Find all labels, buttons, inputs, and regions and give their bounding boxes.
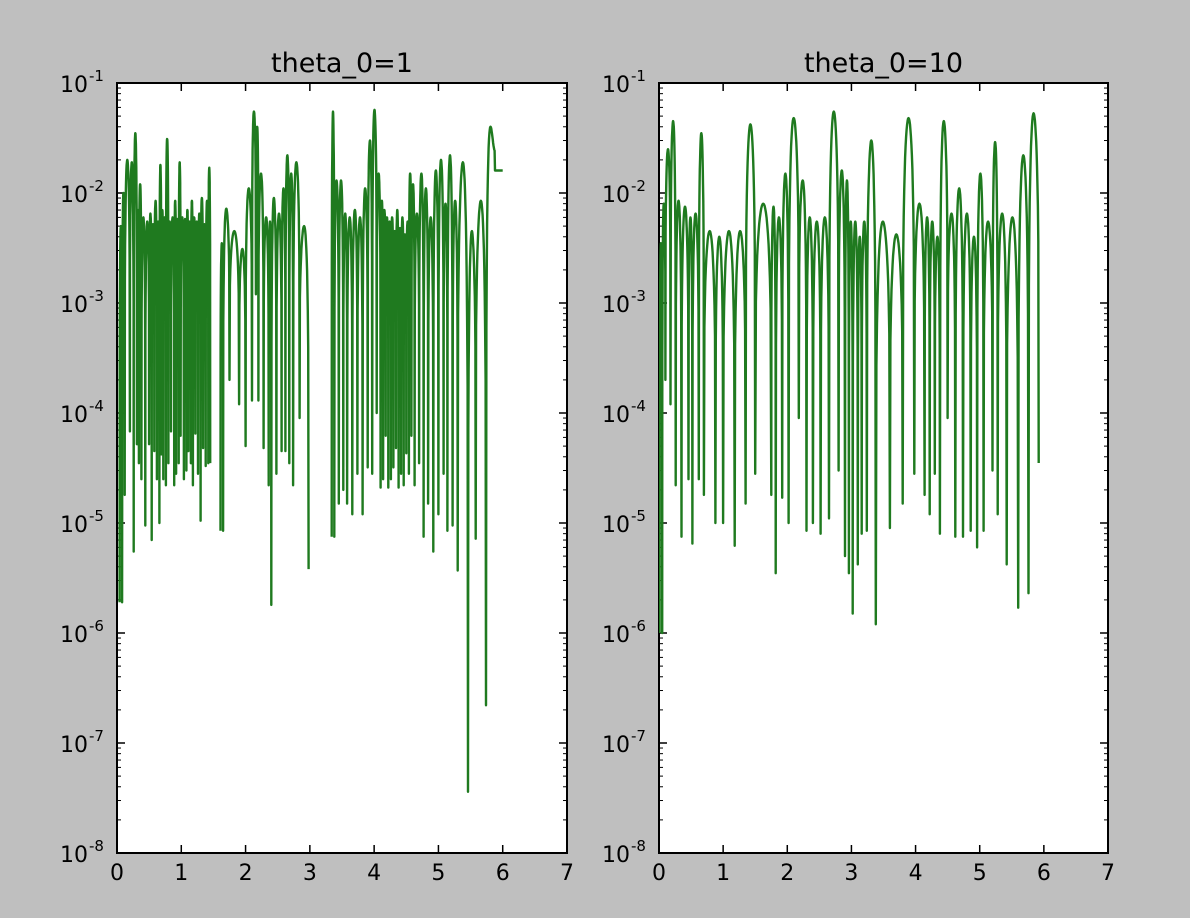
y-tick-exponent: -5	[631, 507, 646, 525]
subplot-2: theta_0=1010-810-710-610-510-410-310-210…	[602, 48, 1115, 886]
y-tick-label: 10	[602, 513, 630, 538]
data-line	[330, 108, 504, 793]
y-tick-exponent: -2	[631, 177, 646, 195]
y-tick-exponent: -1	[631, 67, 646, 85]
x-tick-label: 7	[560, 861, 574, 886]
x-tick-label: 2	[239, 861, 253, 886]
x-tick-label: 2	[780, 861, 794, 886]
plot-area	[658, 82, 1109, 854]
y-tick-exponent: -3	[89, 287, 104, 305]
y-tick-exponent: -4	[89, 397, 104, 415]
y-tick-exponent: -3	[631, 287, 646, 305]
y-tick-label: 10	[60, 623, 88, 648]
y-tick-label: 10	[60, 183, 88, 208]
y-tick-label: 10	[60, 403, 88, 428]
x-tick-label: 6	[496, 861, 510, 886]
y-tick-label: 10	[60, 843, 88, 868]
x-tick-label: 3	[303, 861, 317, 886]
x-tick-label: 5	[431, 861, 445, 886]
chart-title: theta_0=10	[804, 48, 963, 79]
y-tick-label: 10	[60, 513, 88, 538]
y-tick-label: 10	[602, 623, 630, 648]
data-line	[659, 110, 1040, 635]
chart-title: theta_0=1	[271, 48, 413, 79]
y-tick-label: 10	[602, 843, 630, 868]
y-tick-exponent: -1	[89, 67, 104, 85]
x-tick-label: 7	[1101, 861, 1115, 886]
y-tick-exponent: -6	[631, 617, 646, 635]
data-line	[219, 110, 310, 607]
y-tick-label: 10	[602, 183, 630, 208]
x-tick-label: 6	[1037, 861, 1051, 886]
y-tick-exponent: -8	[89, 837, 104, 855]
x-tick-label: 4	[909, 861, 923, 886]
y-tick-label: 10	[602, 73, 630, 98]
x-tick-label: 5	[973, 861, 987, 886]
data-line	[118, 132, 212, 604]
y-tick-label: 10	[60, 733, 88, 758]
y-tick-exponent: -4	[631, 397, 646, 415]
y-tick-exponent: -7	[631, 727, 646, 745]
subplot-1: theta_0=110-810-710-610-510-410-310 -210-…	[60, 48, 574, 886]
y-tick-exponent: -5	[89, 507, 104, 525]
x-tick-label: 0	[652, 861, 666, 886]
y-tick-exponent: -7	[89, 727, 104, 745]
y-tick-exponent: -2	[89, 177, 104, 195]
x-tick-label: 4	[367, 861, 381, 886]
y-tick-label: 10	[602, 733, 630, 758]
y-tick-label: 10	[60, 293, 88, 318]
x-tick-label: 1	[716, 861, 730, 886]
y-tick-exponent: -8	[631, 837, 646, 855]
x-tick-label: 3	[844, 861, 858, 886]
y-tick-label: 10	[602, 293, 630, 318]
y-tick-exponent: -6	[89, 617, 104, 635]
y-tick-label: 10	[60, 73, 88, 98]
x-tick-label: 1	[174, 861, 188, 886]
x-tick-label: 0	[110, 861, 124, 886]
y-tick-label: 10	[602, 403, 630, 428]
